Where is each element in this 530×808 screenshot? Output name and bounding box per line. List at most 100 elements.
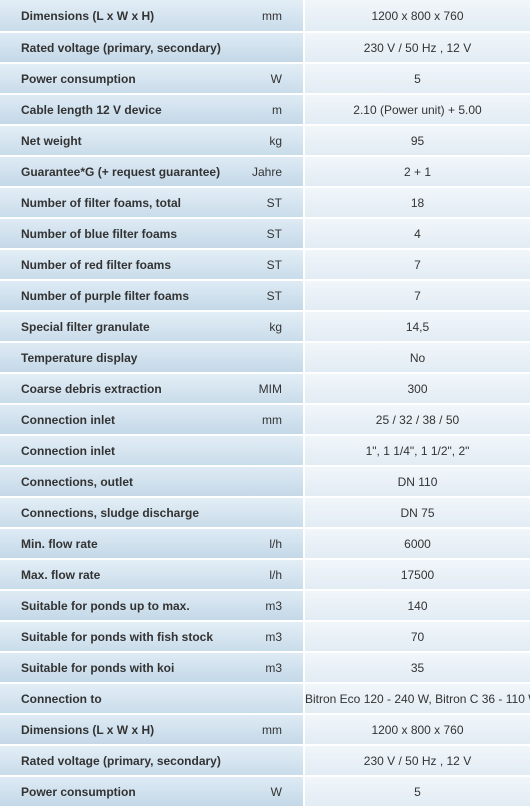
spec-unit [241,33,303,64]
spec-row: Net weight kg 95 [0,126,530,157]
spec-row: Dimensions (L x W x H) mm 1200 x 800 x 760 [0,715,530,746]
spec-unit: W [241,777,303,808]
spec-value: 7 [303,281,530,312]
spec-unit: W [241,64,303,95]
spec-label: Number of red filter foams [0,250,241,281]
spec-unit [241,746,303,777]
spec-row: Suitable for ponds with koi m3 35 [0,653,530,684]
spec-label: Number of blue filter foams [0,219,241,250]
spec-row: Max. flow rate l/h 17500 [0,560,530,591]
spec-label: Special filter granulate [0,312,241,343]
spec-label: Connections, outlet [0,467,241,498]
spec-unit: m3 [241,591,303,622]
spec-unit: kg [241,126,303,157]
spec-row: Special filter granulate kg 14,5 [0,312,530,343]
spec-label: Suitable for ponds up to max. [0,591,241,622]
spec-label: Coarse debris extraction [0,374,241,405]
spec-value: 25 / 32 / 38 / 50 [303,405,530,436]
spec-unit: mm [241,0,303,33]
spec-label: Connection to [0,684,241,715]
spec-label: Number of filter foams, total [0,188,241,219]
spec-value: 14,5 [303,312,530,343]
spec-label: Cable length 12 V device [0,95,241,126]
spec-value: 230 V / 50 Hz , 12 V [303,33,530,64]
spec-unit: mm [241,715,303,746]
spec-row: Number of filter foams, total ST 18 [0,188,530,219]
spec-unit: MIM [241,374,303,405]
spec-value: No [303,343,530,374]
spec-label: Connection inlet [0,436,241,467]
spec-row: Rated voltage (primary, secondary) 230 V … [0,746,530,777]
spec-row: Cable length 12 V device m 2.10 (Power uni… [0,95,530,126]
spec-value: 5 [303,777,530,808]
spec-label: Dimensions (L x W x H) [0,0,241,33]
spec-label: Temperature display [0,343,241,374]
spec-row: Number of purple filter foams ST 7 [0,281,530,312]
spec-value: DN 110 [303,467,530,498]
spec-label: Suitable for ponds with koi [0,653,241,684]
spec-value: 17500 [303,560,530,591]
spec-value: 5 [303,64,530,95]
spec-label: Net weight [0,126,241,157]
spec-row: Connection inlet 1", 1 1/4", 1 1/2", 2" [0,436,530,467]
spec-value: 1", 1 1/4", 1 1/2", 2" [303,436,530,467]
spec-unit: ST [241,281,303,312]
spec-label: Max. flow rate [0,560,241,591]
spec-row: Power consumption W 5 [0,777,530,808]
spec-unit [241,498,303,529]
spec-value: 2.10 (Power unit) + 5.00 [303,95,530,126]
spec-row: Temperature display No [0,343,530,374]
spec-row: Connections, sludge discharge DN 75 [0,498,530,529]
spec-label: Guarantee*G (+ request guarantee) [0,157,241,188]
spec-unit [241,684,303,715]
spec-value: 140 [303,591,530,622]
spec-unit [241,343,303,374]
spec-unit: m [241,95,303,126]
spec-value: 18 [303,188,530,219]
spec-label: Connection inlet [0,405,241,436]
spec-label: Rated voltage (primary, secondary) [0,746,241,777]
spec-row: Connection inlet mm 25 / 32 / 38 / 50 [0,405,530,436]
spec-unit: l/h [241,529,303,560]
spec-value: 1200 x 800 x 760 [303,715,530,746]
spec-label: Suitable for ponds with fish stock [0,622,241,653]
spec-row: Guarantee*G (+ request guarantee) Jahre 2 … [0,157,530,188]
spec-value: 1200 x 800 x 760 [303,0,530,33]
spec-label: Connections, sludge discharge [0,498,241,529]
spec-label: Rated voltage (primary, secondary) [0,33,241,64]
spec-value: 7 [303,250,530,281]
spec-unit: m3 [241,653,303,684]
spec-value: 4 [303,219,530,250]
spec-unit: ST [241,219,303,250]
spec-row: Rated voltage (primary, secondary) 230 V … [0,33,530,64]
spec-row: Power consumption W 5 [0,64,530,95]
spec-label: Power consumption [0,777,241,808]
spec-value: DN 75 [303,498,530,529]
spec-value: 230 V / 50 Hz , 12 V [303,746,530,777]
spec-label: Number of purple filter foams [0,281,241,312]
spec-unit: ST [241,250,303,281]
spec-value: 95 [303,126,530,157]
spec-unit: l/h [241,560,303,591]
spec-unit [241,436,303,467]
spec-row: Min. flow rate l/h 6000 [0,529,530,560]
spec-value: 70 [303,622,530,653]
spec-row: Connections, outlet DN 110 [0,467,530,498]
spec-unit: mm [241,405,303,436]
spec-unit [241,467,303,498]
spec-value: 2 + 1 [303,157,530,188]
spec-label: Min. flow rate [0,529,241,560]
spec-row: Number of red filter foams ST 7 [0,250,530,281]
spec-row: Number of blue filter foams ST 4 [0,219,530,250]
spec-row: Dimensions (L x W x H) mm 1200 x 800 x 760 [0,0,530,33]
spec-value: 35 [303,653,530,684]
spec-value: 6000 [303,529,530,560]
spec-row: Suitable for ponds with fish stock m3 70 [0,622,530,653]
spec-unit: kg [241,312,303,343]
spec-row: Suitable for ponds up to max. m3 140 [0,591,530,622]
spec-value: Bitron Eco 120 - 240 W, Bitron C 36 - 11… [303,684,530,715]
spec-row: Coarse debris extraction MIM 300 [0,374,530,405]
spec-unit: ST [241,188,303,219]
